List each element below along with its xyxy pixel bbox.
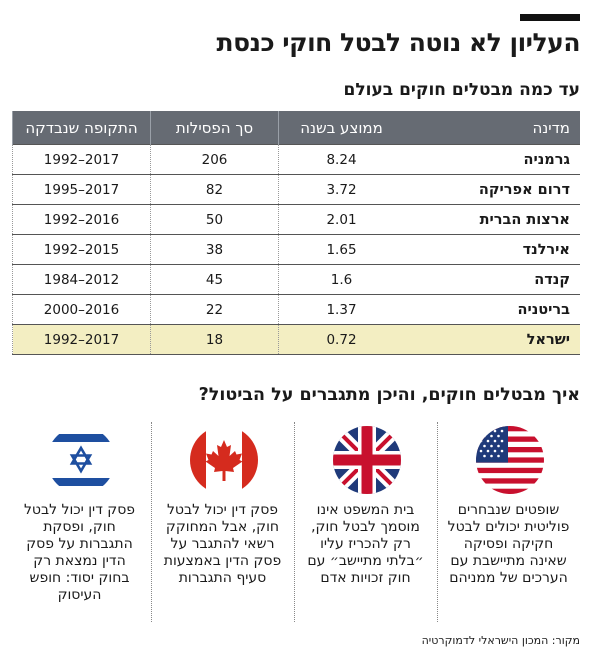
section-title: איך מבטלים חוקים, והיכן מתגברים על הביטו… (198, 385, 580, 405)
cell-country: אירלנד (404, 234, 580, 265)
column-header-avg: ממוצע בשנה (278, 111, 404, 145)
uk-flag-icon (332, 426, 401, 494)
cell-country: דרום אפריקה (404, 174, 580, 205)
comparison-columns: שופטים שנבחרים פוליטית יכולים לבטל חקיקה… (10, 418, 580, 628)
israel-flag-icon (46, 426, 115, 494)
column-israel: פסק דין יכול לבטל חוק, ופסקת התגברות על … (10, 418, 151, 628)
column-header-country: מדינה (404, 111, 580, 145)
usa-flag-icon (475, 426, 544, 494)
cell-period: 2017–1992 (12, 324, 151, 355)
cell-total: 45 (150, 264, 279, 295)
cell-total: 50 (150, 204, 279, 235)
table-row-highlighted: ישראל 0.72 18 2017–1992 (12, 324, 580, 355)
cell-period: 2017–1992 (12, 144, 151, 175)
column-header-period: התקופה שנבדקה (12, 111, 151, 145)
cell-avg: 1.6 (278, 264, 404, 295)
column-canada-text: פסק דין יכול לבטל חוק, אבל המחוקק רשאי ל… (163, 502, 282, 586)
cell-avg: 2.01 (278, 204, 404, 235)
cell-avg: 3.72 (278, 174, 404, 205)
column-header-total: סך הפסילות (150, 111, 279, 145)
table-row: בריטניה 1.37 22 2016–2000 (12, 294, 580, 325)
table-header-row: מדינה ממוצע בשנה סך הפסילות התקופה שנבדק… (12, 111, 580, 145)
cell-total: 18 (150, 324, 279, 355)
cell-total: 82 (150, 174, 279, 205)
cell-country: ישראל (404, 324, 580, 355)
cell-period: 2012–1984 (12, 264, 151, 295)
cell-period: 2015–1992 (12, 234, 151, 265)
cell-country: גרמניה (404, 144, 580, 175)
canada-flag-icon (189, 426, 258, 494)
table-row: אירלנד 1.65 38 2015–1992 (12, 234, 580, 265)
cell-total: 22 (150, 294, 279, 325)
top-accent-bar (520, 14, 580, 21)
cell-avg: 8.24 (278, 144, 404, 175)
table-row: דרום אפריקה 3.72 82 2017–1995 (12, 174, 580, 205)
cell-period: 2016–2000 (12, 294, 151, 325)
cell-total: 206 (150, 144, 279, 175)
column-canada: פסק דין יכול לבטל חוק, אבל המחוקק רשאי ל… (153, 418, 294, 628)
cell-country: ארצות הברית (404, 204, 580, 235)
cell-avg: 0.72 (278, 324, 404, 355)
column-uk: בית המשפט אינו מוסמך לבטל חוק, רק להכריז… (296, 418, 437, 628)
table-row: ארצות הברית 2.01 50 2016–1992 (12, 204, 580, 235)
column-divider (151, 422, 152, 622)
cell-avg: 1.37 (278, 294, 404, 325)
column-israel-text: פסק דין יכול לבטל חוק, ופסקת התגברות על … (23, 502, 136, 603)
column-divider (294, 422, 295, 622)
source-note: מקור: המכון הישראלי לדמוקרטיה (421, 634, 580, 647)
table-row: גרמניה 8.24 206 2017–1992 (12, 144, 580, 175)
table-row: קנדה 1.6 45 2012–1984 (12, 264, 580, 295)
column-usa: שופטים שנבחרים פוליטית יכולים לבטל חקיקה… (439, 418, 580, 628)
cell-period: 2017–1995 (12, 174, 151, 205)
table-title: עד כמה מבטלים חוקים בעולם (343, 80, 580, 100)
cell-total: 38 (150, 234, 279, 265)
page-title: העליון לא נוטה לבטל חוקי כנסת (216, 28, 581, 57)
column-uk-text: בית המשפט אינו מוסמך לבטל חוק, רק להכריז… (307, 502, 424, 586)
column-usa-text: שופטים שנבחרים פוליטית יכולים לבטל חקיקה… (447, 502, 570, 586)
cell-avg: 1.65 (278, 234, 404, 265)
cell-period: 2016–1992 (12, 204, 151, 235)
cell-country: בריטניה (404, 294, 580, 325)
cell-country: קנדה (404, 264, 580, 295)
data-table: מדינה ממוצע בשנה סך הפסילות התקופה שנבדק… (12, 111, 580, 355)
column-divider (437, 422, 438, 622)
